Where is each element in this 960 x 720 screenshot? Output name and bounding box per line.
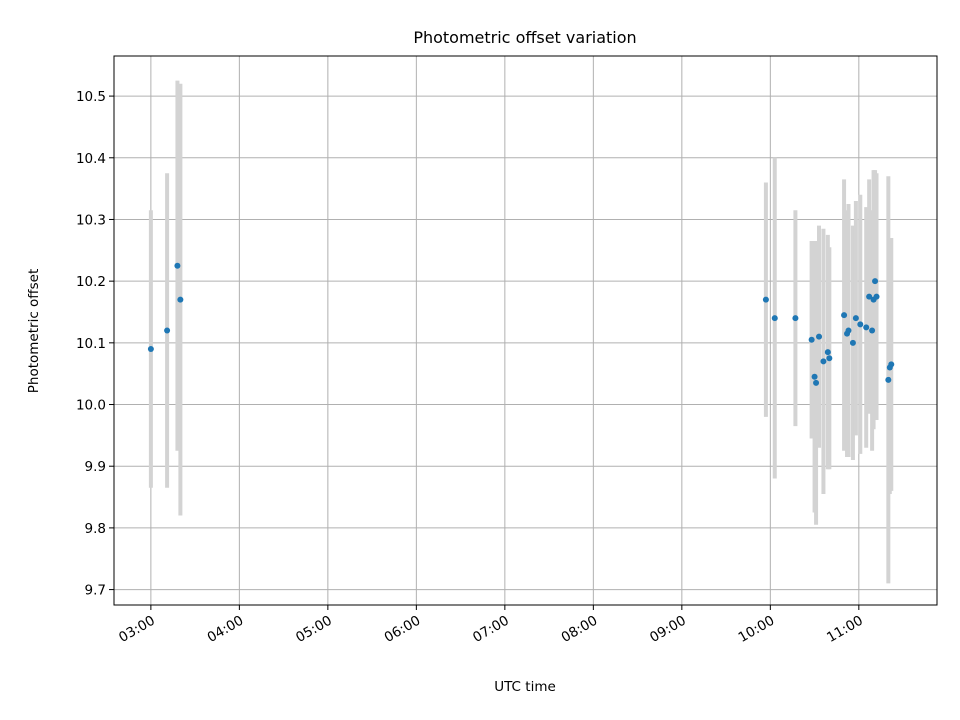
y-tick-label: 10.5 bbox=[76, 89, 106, 105]
y-axis-label: Photometric offset bbox=[26, 269, 42, 393]
x-tick-label: 09:00 bbox=[647, 613, 689, 646]
data-point bbox=[813, 379, 820, 386]
x-tick-label: 03:00 bbox=[116, 613, 158, 646]
plot-frame bbox=[113, 55, 938, 606]
x-axis-label: UTC time bbox=[494, 679, 556, 695]
y-tick-label: 10.0 bbox=[76, 398, 106, 414]
x-tick-label: 07:00 bbox=[470, 613, 512, 646]
data-point bbox=[808, 336, 815, 343]
tick-layer: 03:00 04:00 05:00 06:00 07:00 08:00 09:00 10:00… bbox=[76, 89, 866, 646]
data-point bbox=[866, 293, 873, 300]
y-tick-label: 9.9 bbox=[85, 459, 106, 475]
y-tick-label: 9.8 bbox=[85, 521, 106, 537]
data-point bbox=[147, 346, 154, 353]
grid-layer bbox=[114, 56, 937, 605]
x-tick-label: 04:00 bbox=[205, 613, 247, 646]
x-tick-label: 06:00 bbox=[382, 613, 424, 646]
data-point bbox=[824, 349, 831, 356]
data-point bbox=[771, 315, 778, 322]
y-tick-label: 10.3 bbox=[76, 212, 106, 228]
data-point bbox=[811, 373, 818, 380]
data-point bbox=[872, 278, 879, 285]
data-point bbox=[873, 293, 880, 300]
data-point bbox=[841, 312, 848, 319]
x-tick-label: 10:00 bbox=[736, 613, 778, 646]
data-point bbox=[177, 296, 184, 303]
y-tick-label: 10.2 bbox=[76, 274, 106, 290]
x-tick-label: 11:00 bbox=[824, 613, 866, 646]
marker-layer bbox=[147, 262, 895, 386]
y-tick-label: 10.1 bbox=[76, 336, 106, 352]
errorbar-layer bbox=[148, 80, 894, 584]
data-point bbox=[852, 315, 859, 322]
data-point bbox=[857, 321, 864, 328]
data-point bbox=[174, 262, 181, 269]
data-point bbox=[885, 376, 892, 383]
y-tick-label: 9.7 bbox=[85, 583, 106, 599]
data-point bbox=[863, 324, 870, 331]
data-point bbox=[888, 361, 895, 368]
x-tick-label: 05:00 bbox=[293, 613, 335, 646]
data-point bbox=[164, 327, 171, 334]
data-point bbox=[792, 315, 799, 322]
data-point bbox=[816, 333, 823, 340]
x-tick-label: 08:00 bbox=[559, 613, 601, 646]
data-point bbox=[845, 327, 852, 334]
data-point bbox=[826, 355, 833, 362]
y-tick-label: 10.4 bbox=[76, 151, 106, 167]
data-point bbox=[849, 339, 856, 346]
data-point bbox=[762, 296, 769, 303]
data-point bbox=[820, 358, 827, 365]
data-point bbox=[869, 327, 876, 334]
chart-title: Photometric offset variation bbox=[413, 28, 636, 47]
